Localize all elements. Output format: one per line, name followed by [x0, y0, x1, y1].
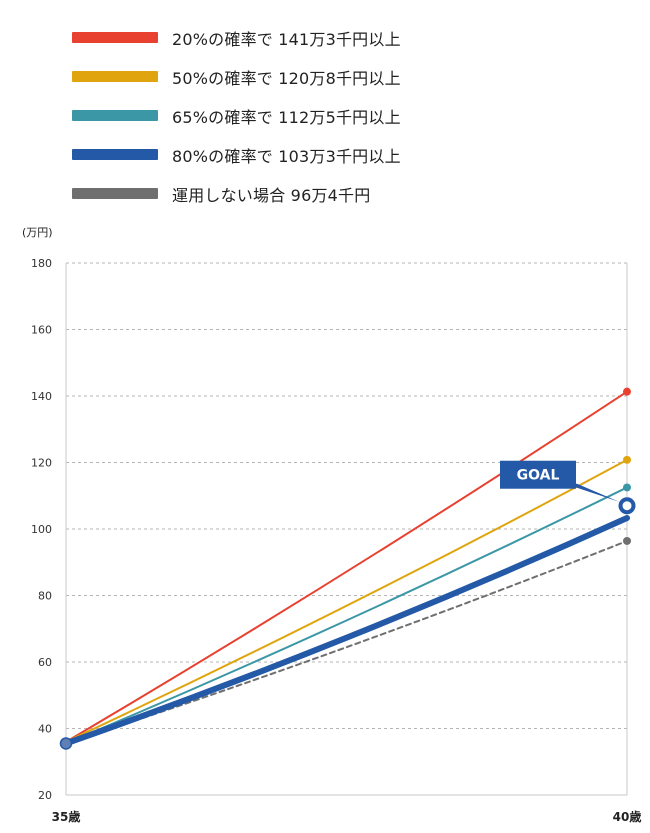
series-line-3: [63, 515, 630, 747]
y-tick-40: 40: [38, 723, 52, 736]
legend-swatch-50: [72, 71, 158, 82]
legend-label-65: 65%の確率で 112万5千円以上: [172, 107, 401, 127]
y-tick-60: 60: [38, 656, 52, 669]
legend-item-20: 20%の確率で 141万3千円以上: [72, 18, 401, 57]
legend-swatch-20: [72, 32, 158, 43]
y-tick-160: 160: [31, 324, 52, 337]
legend-swatch-80: [72, 149, 158, 160]
y-axis-unit: (万円): [22, 226, 53, 239]
series-line-1: [65, 458, 628, 743]
series-end-point-4: [623, 536, 631, 545]
legend-label-20: 20%の確率で 141万3千円以上: [172, 29, 401, 49]
series-line-2: [65, 486, 628, 745]
x-tick-0: 35歳: [52, 809, 81, 824]
legend-swatch-65: [72, 110, 158, 121]
legend-item-no-invest: 運用しない場合 96万4千円: [72, 174, 401, 213]
series-end-point-2: [623, 483, 631, 492]
series-end-point-1: [623, 455, 631, 464]
goal-point: [618, 497, 636, 515]
goal-annotation: GOAL: [500, 460, 636, 515]
start-point: [59, 737, 73, 750]
series-end-point-0: [623, 387, 631, 396]
y-tick-100: 100: [31, 523, 52, 536]
y-tick-180: 180: [31, 257, 52, 270]
legend-label-50: 50%の確率で 120万8千円以上: [172, 68, 401, 88]
y-tick-20: 20: [38, 789, 52, 802]
y-tick-120: 120: [31, 457, 52, 470]
x-tick-1: 40歳: [613, 809, 642, 824]
x-tick-labels: 35歳 40歳: [52, 809, 642, 824]
gridlines: [65, 262, 628, 796]
legend-label-no-invest: 運用しない場合 96万4千円: [172, 185, 371, 205]
legend-item-80: 80%の確率で 103万3千円以上: [72, 135, 401, 174]
y-tick-80: 80: [38, 590, 52, 603]
goal-label: GOAL: [517, 468, 560, 484]
legend-swatch-no-invest: [72, 188, 158, 199]
legend: 20%の確率で 141万3千円以上 50%の確率で 120万8千円以上 65%の…: [72, 18, 401, 213]
legend-item-65: 65%の確率で 112万5千円以上: [72, 96, 401, 135]
y-tick-140: 140: [31, 390, 52, 403]
y-tick-labels: 20 40 60 80 100 120 140 160 180: [31, 257, 52, 802]
goal-pointer: [565, 483, 619, 502]
legend-item-50: 50%の確率で 120万8千円以上: [72, 57, 401, 96]
series-line-0: [65, 390, 628, 743]
series-lines: [59, 387, 631, 750]
legend-label-80: 80%の確率で 103万3千円以上: [172, 146, 401, 166]
goal-box: [500, 460, 576, 489]
